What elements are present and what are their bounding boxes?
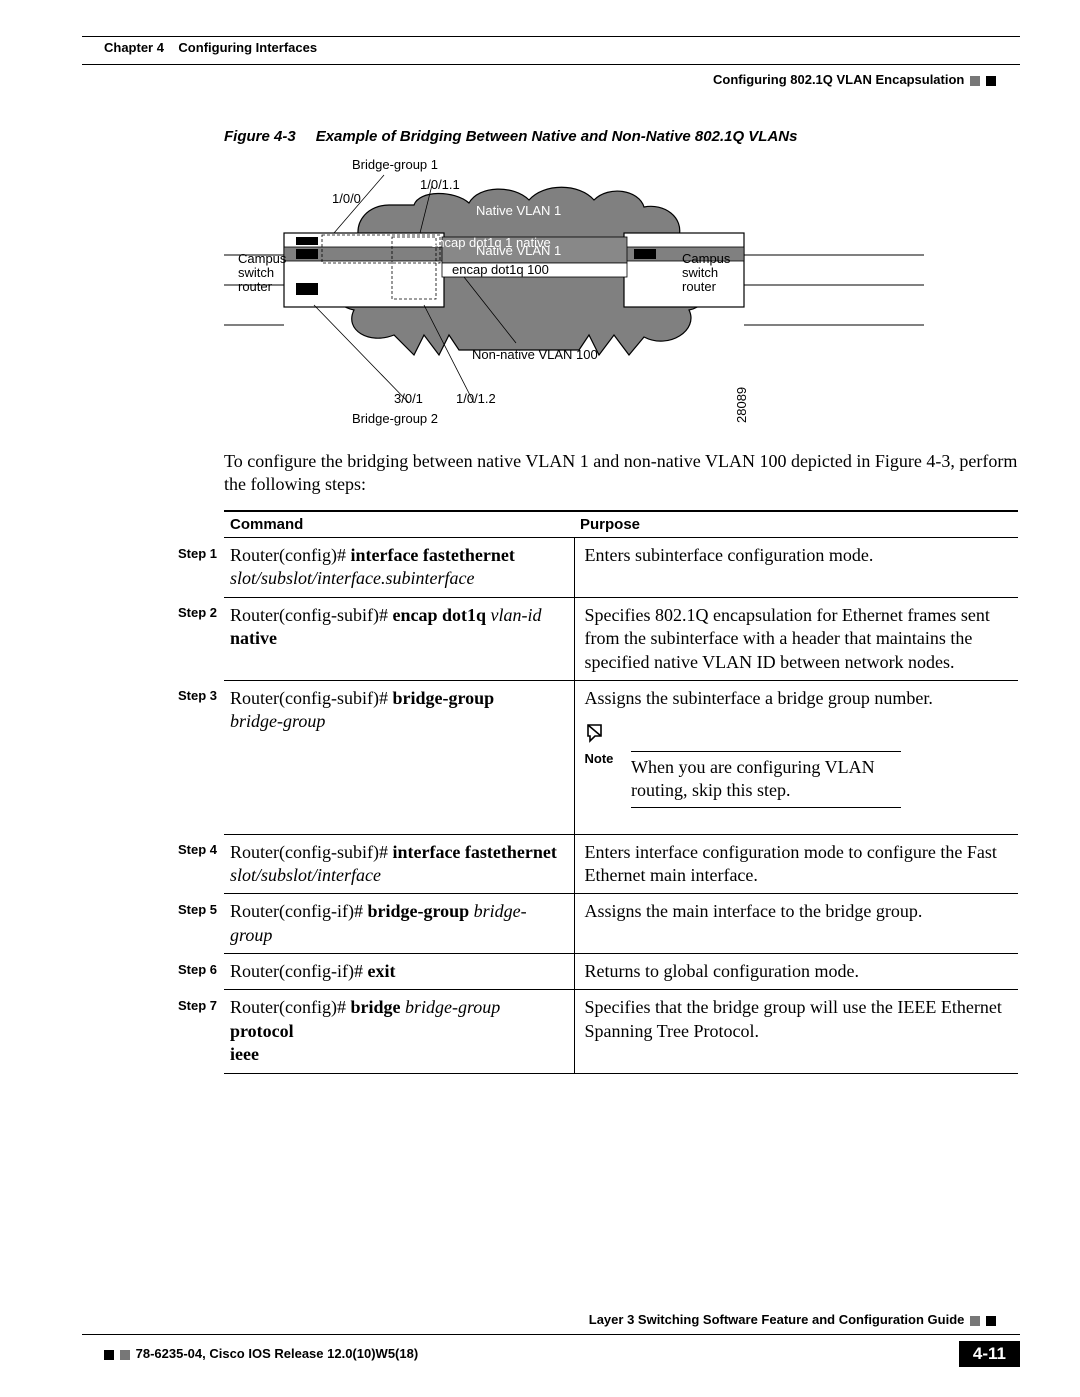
diag-csr-right-1: Campus: [682, 251, 731, 266]
cmd-cell: Router(config-subif)# bridge-group bridg…: [224, 680, 574, 834]
diag-figid: 28089: [734, 387, 749, 423]
diag-csr-left-3: router: [238, 279, 273, 294]
note-icon: [585, 722, 607, 750]
footer-guide: Layer 3 Switching Software Feature and C…: [589, 1312, 996, 1327]
diag-encap-100: encap dot1q 100: [452, 262, 549, 277]
footer-left-square-dim-icon: [120, 1350, 130, 1360]
diag-p2: 1/0/1.1: [420, 177, 460, 192]
step-label: Step 5: [172, 894, 224, 954]
intro-paragraph: To configure the bridging between native…: [224, 450, 1018, 497]
table-row: Step 4 Router(config-subif)# interface f…: [172, 834, 1018, 894]
cmd-cell: Router(config)# bridge bridge-group prot…: [224, 990, 574, 1073]
diag-p1: 1/0/0: [332, 191, 361, 206]
diag-p3: 3/0/1: [394, 391, 423, 406]
diag-bg1: Bridge-group 1: [352, 157, 438, 172]
table-row: Step 5 Router(config-if)# bridge-group b…: [172, 894, 1018, 954]
purpose-cell: Enters subinterface configuration mode.: [574, 538, 1018, 598]
purpose-cell: Assigns the subinterface a bridge group …: [574, 680, 1018, 834]
footer-docnum: 78-6235-04, Cisco IOS Release 12.0(10)W5…: [104, 1346, 418, 1361]
step-label: Step 4: [172, 834, 224, 894]
footer-square-dim-icon: [970, 1316, 980, 1326]
diag-nonnative: Non-native VLAN 100: [472, 347, 598, 362]
note-body: When you are configuring VLAN routing, s…: [631, 751, 901, 808]
col-purpose: Purpose: [574, 511, 1018, 538]
diag-bg2: Bridge-group 2: [352, 411, 438, 426]
header-square-dim-icon: [970, 76, 980, 86]
section-title: Configuring 802.1Q VLAN Encapsulation: [713, 72, 964, 87]
step-label: Step 7: [172, 990, 224, 1073]
purpose-cell: Returns to global configuration mode.: [574, 954, 1018, 990]
step-label: Step 6: [172, 954, 224, 990]
figure-caption: Figure 4-3 Example of Bridging Between Na…: [224, 128, 1020, 145]
purpose-cell: Assigns the main interface to the bridge…: [574, 894, 1018, 954]
chapter-number: Chapter 4: [104, 40, 164, 55]
figure-title: Example of Bridging Between Native and N…: [316, 128, 798, 145]
table-row: Step 1 Router(config)# interface fasteth…: [172, 538, 1018, 598]
cmd-cell: Router(config-subif)# encap dot1q vlan-i…: [224, 597, 574, 680]
diag-csr-right-3: router: [682, 279, 717, 294]
steps-table: Command Purpose Step 1 Router(config)# i…: [172, 510, 1018, 1074]
purpose-cell: Specifies that the bridge group will use…: [574, 990, 1018, 1073]
diag-p4: 1/0/1.2: [456, 391, 496, 406]
step-label: Step 3: [172, 680, 224, 834]
step-label: Step 2: [172, 597, 224, 680]
header-rule-2: [82, 64, 1020, 65]
footer-square-icon: [986, 1316, 996, 1326]
footer-rule: [82, 1334, 1020, 1335]
table-row: Step 6 Router(config-if)# exit Returns t…: [172, 954, 1018, 990]
table-row: Step 2 Router(config-subif)# encap dot1q…: [172, 597, 1018, 680]
diag-csr-left-2: switch: [238, 265, 274, 280]
diag-csr-left-1: Campus: [238, 251, 287, 266]
diag-csr-right-2: switch: [682, 265, 718, 280]
diag-encap-native: encap dot1q 1 native: [430, 235, 551, 250]
header-right: Configuring 802.1Q VLAN Encapsulation: [713, 72, 996, 87]
footer-left-square-icon: [104, 1350, 114, 1360]
chapter-title: Configuring Interfaces: [178, 40, 317, 55]
cmd-cell: Router(config-if)# bridge-group bridge-g…: [224, 894, 574, 954]
step-label: Step 1: [172, 538, 224, 598]
table-row: Step 3 Router(config-subif)# bridge-grou…: [172, 680, 1018, 834]
cmd-cell: Router(config-if)# exit: [224, 954, 574, 990]
cmd-cell: Router(config)# interface fastethernet s…: [224, 538, 574, 598]
table-row: Step 7 Router(config)# bridge bridge-gro…: [172, 990, 1018, 1073]
cmd-cell: Router(config-subif)# interface fastethe…: [224, 834, 574, 894]
top-rule: [82, 36, 1020, 37]
vlan-diagram: Native VLAN 1 Native VLAN 1 encap dot1q …: [224, 155, 924, 445]
purpose-cell: Specifies 802.1Q encapsulation for Ether…: [574, 597, 1018, 680]
purpose-cell: Enters interface configuration mode to c…: [574, 834, 1018, 894]
diag-native-vlan: Native VLAN 1: [476, 203, 561, 218]
figure-number: Figure 4-3: [224, 128, 296, 145]
page-number: 4-11: [959, 1341, 1020, 1367]
note-label: Note: [585, 751, 627, 768]
header-square-icon: [986, 76, 996, 86]
col-command: Command: [224, 511, 574, 538]
header-left: Chapter 4 Configuring Interfaces: [104, 40, 317, 55]
